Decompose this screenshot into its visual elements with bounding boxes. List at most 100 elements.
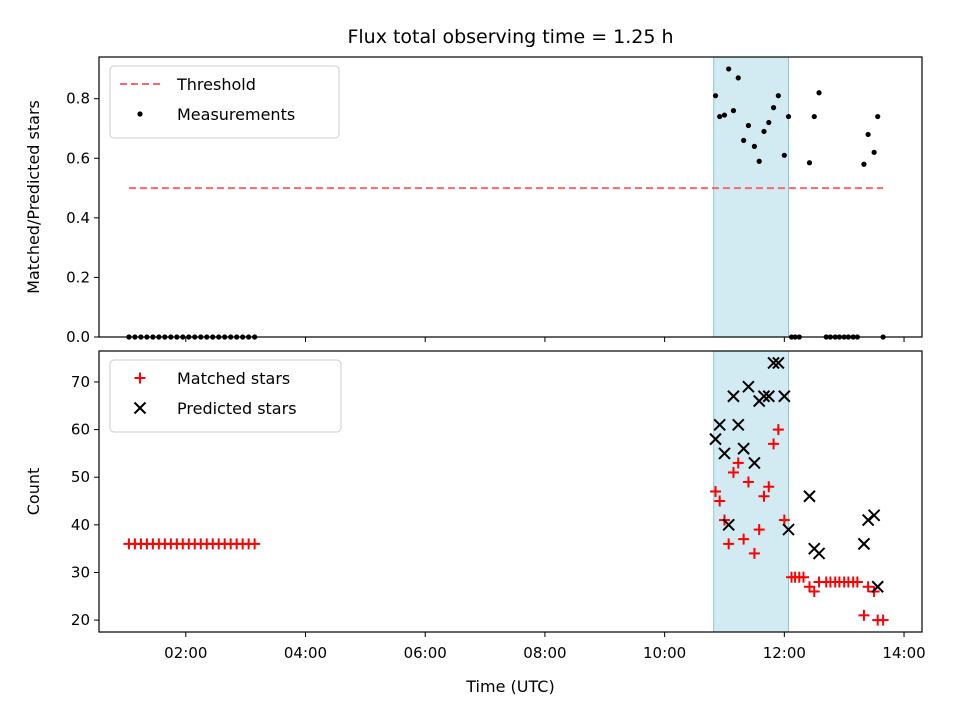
data-point	[249, 538, 261, 550]
x-tick-label: 02:00	[164, 644, 207, 662]
data-point-b	[867, 509, 881, 522]
data-point	[858, 609, 870, 621]
data-point	[782, 523, 795, 536]
data-point	[709, 432, 722, 446]
data-point	[748, 456, 761, 470]
data-point	[797, 571, 809, 583]
legend-label: Threshold	[176, 75, 256, 94]
data-point	[803, 490, 816, 503]
highlight-span	[713, 56, 790, 338]
data-point	[721, 112, 728, 118]
data-point-b	[748, 456, 761, 470]
data-point-b	[713, 418, 726, 432]
legend-swatch	[134, 372, 146, 384]
data-point	[757, 390, 771, 403]
data-point-b	[772, 356, 785, 370]
legend-box	[109, 65, 340, 139]
y-tick-label: 30	[71, 563, 90, 581]
data-point-b	[767, 356, 780, 370]
data-point	[877, 614, 889, 626]
y-tick-label: 40	[71, 516, 90, 534]
data-point	[717, 113, 723, 120]
data-point	[742, 476, 754, 488]
y-tick-label: 0.2	[66, 268, 90, 286]
data-point-b	[812, 547, 826, 560]
y-tick-label: 0.0	[66, 328, 90, 346]
data-point	[758, 490, 770, 502]
data-point	[713, 418, 726, 432]
data-point	[714, 495, 726, 507]
data-point	[778, 514, 790, 526]
legend-box	[109, 359, 342, 433]
data-point	[767, 356, 780, 370]
data-point	[737, 442, 750, 455]
chart-title: Flux total observing time = 1.25 h	[347, 26, 673, 48]
x-axis-label: Time (UTC)	[465, 677, 554, 696]
data-point	[732, 418, 745, 432]
data-point	[816, 90, 822, 96]
data-point	[871, 580, 884, 593]
highlight-span	[713, 350, 790, 633]
data-point	[770, 105, 777, 111]
data-point	[722, 518, 735, 532]
data-point-b	[709, 432, 722, 446]
y-axis-label: Count	[24, 468, 43, 516]
data-point	[806, 160, 813, 166]
data-point-b	[742, 380, 755, 393]
data-point	[762, 390, 775, 403]
data-point	[732, 457, 744, 469]
data-point-b	[803, 490, 816, 503]
x-tick-label: 14:00	[882, 644, 925, 662]
data-point-b	[778, 390, 791, 403]
data-point	[875, 113, 881, 120]
data-point-b	[782, 523, 795, 536]
data-point	[751, 143, 758, 149]
data-point	[865, 131, 871, 138]
data-point	[862, 581, 874, 593]
legend-label: Matched stars	[177, 369, 290, 388]
x-tick-label: 06:00	[404, 644, 447, 662]
data-point	[775, 93, 781, 99]
axes-frame	[98, 350, 923, 633]
data-point	[803, 581, 815, 593]
data-point	[811, 113, 817, 120]
data-point	[741, 137, 747, 144]
data-point	[727, 466, 739, 478]
bottom-panel: 20 30 40 50 60 70 02:00 04:00 06:00 08:00 10:00 12:…	[24, 350, 926, 662]
data-point	[867, 509, 881, 522]
legend-label: Measurements	[177, 105, 295, 124]
data-point	[761, 128, 767, 135]
top-panel: 0.0 0.2 0.4 0.6 0.8 Matched/Predicted stars Th…	[24, 56, 923, 346]
data-point	[857, 537, 871, 551]
y-tick-label: 20	[71, 611, 90, 629]
data-point	[766, 119, 772, 126]
x-tick-label: 08:00	[523, 644, 566, 662]
data-point-b	[757, 390, 771, 403]
data-point-b	[762, 390, 775, 403]
data-point	[772, 424, 784, 436]
data-point	[808, 586, 820, 598]
data-point	[742, 380, 755, 393]
legend-label: Predicted stars	[177, 399, 297, 418]
data-point-b	[722, 518, 735, 532]
legend: Matched stars Predicted stars	[109, 359, 342, 433]
legend-swatch	[133, 401, 147, 415]
legend-swatch	[137, 111, 143, 117]
series-matched-stars	[123, 424, 889, 626]
x-tick-label: 12:00	[763, 644, 806, 662]
data-point	[738, 533, 750, 545]
y-tick-label: 60	[71, 421, 90, 439]
data-point	[772, 356, 785, 370]
data-point	[768, 438, 780, 450]
legend-swatch-b	[133, 401, 147, 415]
data-point	[748, 547, 760, 559]
data-point	[778, 390, 791, 403]
data-point-b	[737, 442, 750, 455]
series-predicted-stars	[709, 356, 884, 593]
data-point-b	[857, 537, 871, 551]
data-point	[727, 390, 740, 403]
data-point	[730, 108, 737, 114]
data-point	[871, 149, 877, 155]
y-axis-label: Matched/Predicted stars	[24, 100, 43, 294]
